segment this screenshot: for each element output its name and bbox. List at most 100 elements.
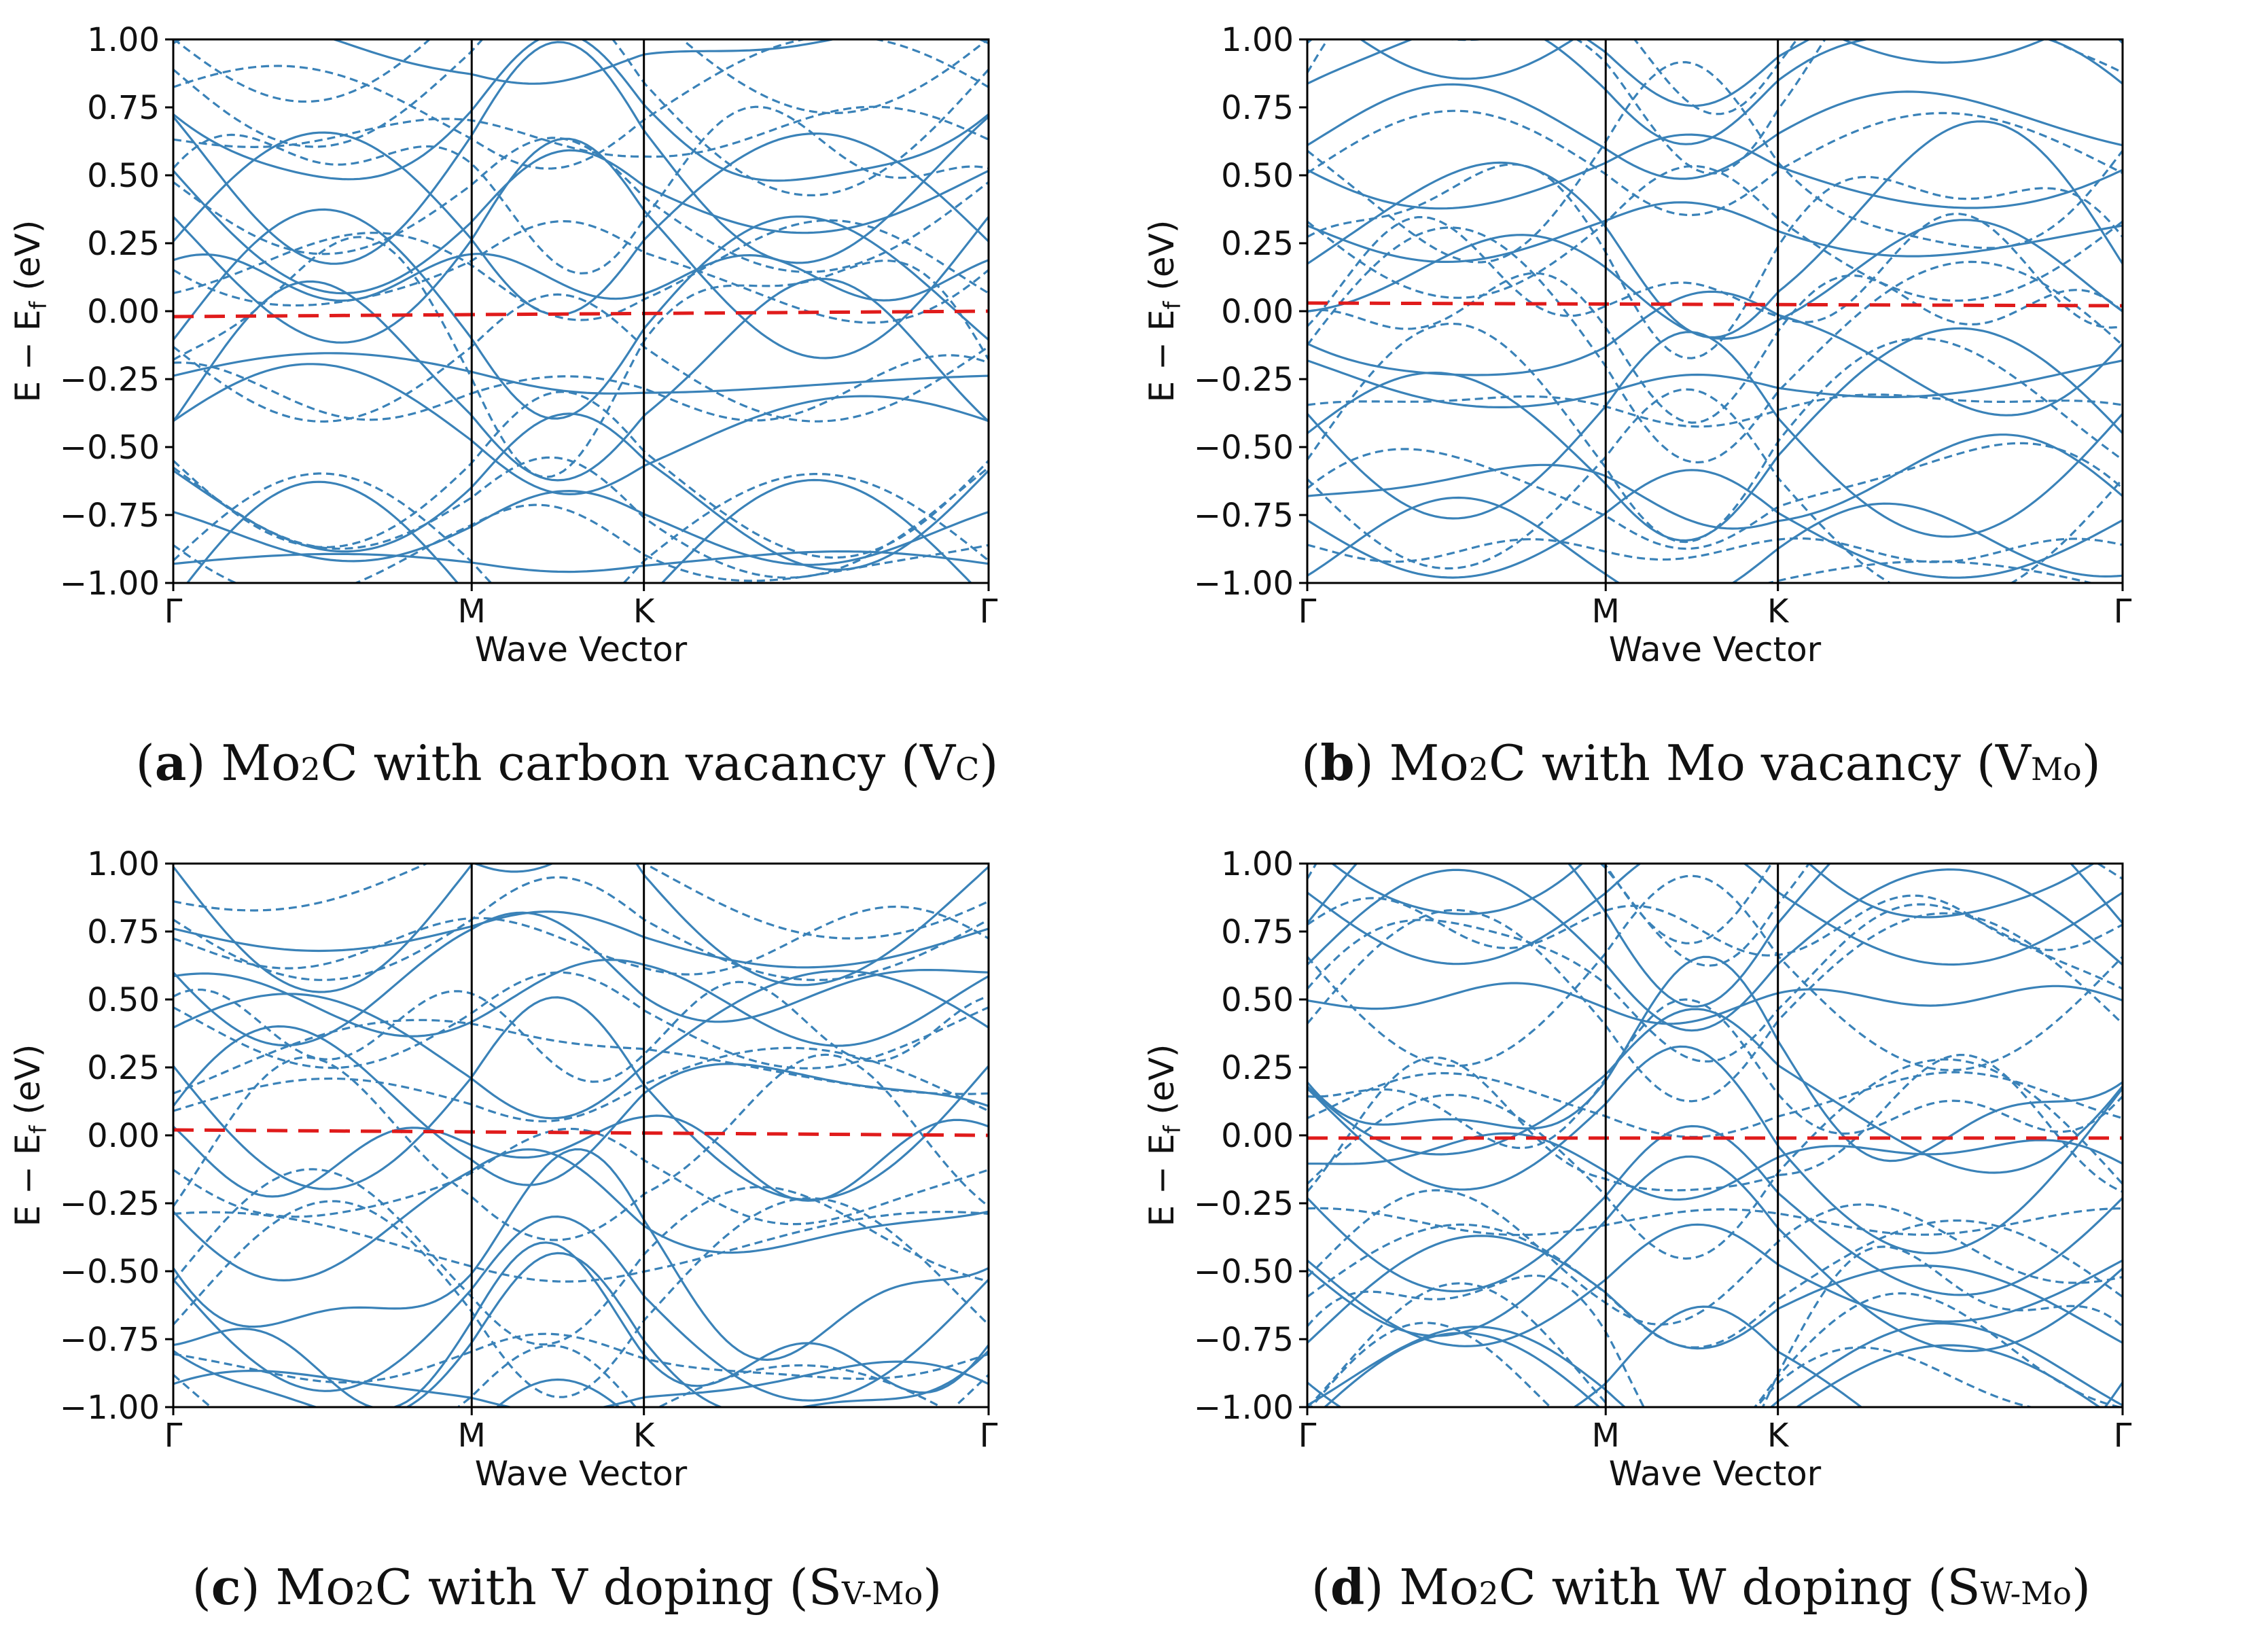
band-line-spin-up	[173, 1114, 989, 1202]
band-line-spin-up	[1307, 1124, 2123, 1296]
band-line-spin-down	[1307, 908, 2123, 1103]
band-line-spin-up	[173, 1360, 989, 1407]
band-line-spin-down	[173, 1053, 989, 1241]
band-line-spin-up	[1307, 39, 2123, 145]
x-tick-label: K	[1767, 592, 1790, 631]
band-line-spin-up	[173, 1252, 989, 1407]
band-line-spin-down	[1307, 109, 2123, 217]
y-tick-label: 1.00	[1221, 845, 1294, 883]
band-line-spin-up	[1307, 868, 2123, 1032]
band-line-spin-down	[173, 1018, 989, 1095]
y-tick-label: 0.75	[1221, 89, 1294, 127]
fermi-level-line	[173, 309, 989, 319]
chart-panel-a: 1.00 0.75 0.50 0.25 0.00 −0.25 −0.50 −0.75 −1.00…	[0, 0, 1134, 824]
band-line-spin-down	[173, 219, 989, 324]
band-structure-plot-d: 1.00 0.75 0.50 0.25 0.00 −0.25 −0.50 −0.75 −1.00…	[1142, 845, 2132, 1493]
band-line-spin-up	[1307, 120, 2123, 339]
plot-frame	[1306, 862, 2124, 1408]
band-line-spin-down	[1307, 393, 2123, 428]
band-line-spin-up	[1307, 982, 2123, 1025]
y-tick-label: −0.75	[1194, 497, 1294, 535]
y-tick-label: −0.25	[60, 361, 160, 399]
band-line-spin-down	[1307, 388, 2123, 583]
band-line-spin-down	[173, 1168, 989, 1346]
band-line-spin-down	[1307, 164, 2123, 302]
y-tick-label: 0.00	[1221, 1117, 1294, 1155]
band-line-spin-down	[1307, 1071, 2123, 1138]
band-line-spin-up	[173, 1148, 989, 1282]
band-line-spin-down	[173, 1332, 989, 1384]
caption-a: (a) Mo2C with carbon vacancy (VC)	[135, 734, 999, 792]
band-line-spin-up	[173, 489, 989, 566]
band-line-spin-up	[173, 970, 989, 1120]
band-lines	[173, 39, 989, 583]
y-tick-label: 1.00	[1221, 21, 1294, 59]
x-tick-label: Γ	[2114, 592, 2132, 631]
band-line-spin-up	[1307, 955, 2123, 1163]
band-line-spin-up	[1307, 359, 2123, 408]
band-line-spin-down	[173, 236, 989, 478]
band-line-spin-up	[1307, 83, 2123, 180]
caption-d: (d) Mo2C with W doping (SW-Mo)	[1311, 1558, 2091, 1616]
band-line-spin-down	[1307, 998, 2123, 1150]
band-line-spin-up	[173, 253, 989, 302]
band-line-spin-down	[173, 1197, 989, 1398]
band-line-spin-up	[173, 864, 989, 993]
y-tick-label: −0.75	[60, 1321, 160, 1359]
band-line-spin-down	[1307, 322, 2123, 544]
band-line-spin-down	[173, 391, 989, 559]
band-line-spin-up	[1330, 864, 2095, 919]
y-tick-label: 1.00	[87, 21, 160, 59]
band-line-spin-down	[1310, 1322, 2036, 1407]
band-line-spin-up	[173, 131, 989, 317]
band-line-spin-down	[1307, 213, 2123, 329]
y-tick-label: −0.50	[1194, 429, 1294, 467]
band-line-spin-up	[1307, 1235, 2123, 1350]
band-line-spin-up	[1307, 433, 2123, 530]
y-tick-label: 0.25	[87, 225, 160, 263]
band-line-spin-up	[173, 911, 989, 1047]
y-tick-label: 1.00	[87, 845, 160, 883]
band-line-spin-up	[1307, 1132, 2123, 1201]
band-line-spin-down	[656, 1364, 944, 1407]
band-line-spin-up	[1307, 1305, 2123, 1407]
band-line-spin-down	[173, 971, 989, 1069]
y-tick-label: −1.00	[60, 1389, 160, 1427]
x-tick-label: M	[458, 1417, 486, 1455]
x-tick-label: Γ	[2114, 1417, 2132, 1455]
caption-b: (b) Mo2C with Mo vacancy (VMo)	[1301, 734, 2101, 792]
y-tick-label: 0.75	[87, 89, 160, 127]
band-line-spin-down	[173, 1211, 989, 1283]
band-line-spin-up	[1307, 290, 2123, 416]
y-tick-label: −1.00	[1194, 1389, 1294, 1427]
band-line-spin-up	[1307, 1045, 2123, 1255]
band-line-spin-up	[503, 39, 518, 40]
band-line-spin-down	[173, 293, 989, 423]
band-line-spin-down	[1307, 226, 2123, 464]
x-tick-label: K	[633, 1417, 656, 1455]
band-line-spin-up	[173, 149, 989, 295]
x-tick-label: Γ	[164, 1417, 183, 1455]
band-line-spin-up	[173, 277, 989, 482]
band-line-spin-down	[1307, 39, 2123, 175]
band-line-spin-up	[185, 478, 973, 583]
band-line-spin-up	[1307, 1008, 2123, 1174]
band-line-spin-down	[173, 354, 989, 422]
band-line-spin-down	[173, 105, 989, 274]
chart-panel-b: 1.00 0.75 0.50 0.25 0.00 −0.25 −0.50 −0.75 −1.00…	[1134, 0, 2268, 824]
x-axis-label: Wave Vector	[1609, 630, 1822, 669]
y-axis-label: E − Ef (eV)	[1142, 220, 1186, 403]
caption-c: (c) Mo2C with V doping (SV-Mo)	[192, 1558, 942, 1616]
band-line-spin-down	[1633, 39, 1799, 116]
chart-panel-d: 1.00 0.75 0.50 0.25 0.00 −0.25 −0.50 −0.75 −1.00…	[1134, 824, 2268, 1648]
band-line-spin-down	[173, 39, 989, 115]
band-line-spin-down	[1307, 1053, 2123, 1193]
band-line-spin-down	[173, 980, 989, 1083]
y-tick-label: −1.00	[1194, 565, 1294, 603]
band-line-spin-up	[173, 39, 989, 182]
y-tick-label: 0.25	[1221, 1049, 1294, 1087]
band-line-spin-up	[173, 41, 989, 265]
fermi-level-line	[173, 1128, 989, 1137]
fermi-level-line	[1307, 301, 2123, 308]
y-tick-label: 0.00	[87, 1117, 160, 1155]
